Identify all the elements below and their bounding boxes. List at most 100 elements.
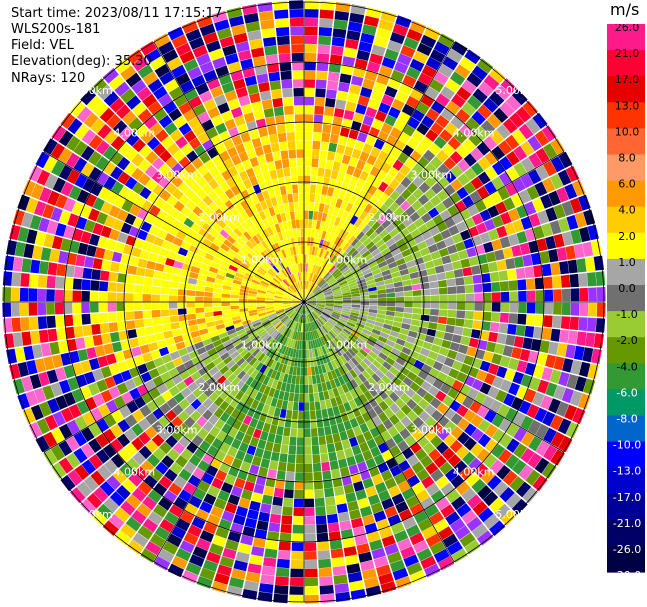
range-gate	[477, 485, 492, 500]
range-gate	[312, 286, 319, 293]
range-gate	[430, 468, 444, 482]
range-gate	[254, 350, 263, 360]
range-gate	[330, 266, 338, 275]
range-gate	[283, 304, 292, 307]
range-gate	[253, 258, 262, 267]
range-gate	[100, 225, 112, 238]
range-gate	[203, 493, 217, 506]
range-gate	[304, 568, 318, 578]
range-gate	[134, 284, 144, 294]
range-gate	[559, 329, 570, 343]
range-gate	[172, 357, 184, 367]
range-gate	[369, 427, 380, 438]
range-gate	[175, 518, 191, 532]
range-gate	[508, 280, 518, 291]
range-gate	[342, 242, 351, 252]
range-gate	[411, 344, 422, 354]
range-gate	[340, 412, 349, 423]
range-gate	[175, 455, 188, 468]
range-gate	[159, 149, 172, 163]
range-gate	[508, 208, 520, 222]
range-gate	[307, 281, 311, 290]
range-gate	[550, 328, 561, 342]
range-gate	[377, 260, 388, 269]
range-gate	[313, 287, 320, 294]
range-gate	[76, 400, 90, 415]
range-gate	[438, 247, 450, 258]
range-gate	[4, 255, 15, 271]
range-gate	[261, 99, 273, 110]
range-gate	[362, 115, 374, 127]
range-gate	[375, 482, 387, 494]
range-gate	[395, 356, 406, 366]
range-gate	[437, 556, 455, 571]
range-gate	[325, 302, 334, 304]
range-gate	[391, 326, 401, 333]
range-gate	[251, 348, 261, 357]
range-gate	[321, 325, 329, 334]
range-gate	[283, 304, 292, 308]
range-gate	[384, 86, 398, 98]
range-gate	[340, 181, 349, 192]
range-gate	[190, 410, 202, 422]
range-gate	[97, 503, 114, 520]
range-gate	[311, 264, 316, 274]
range-gate	[247, 563, 262, 574]
range-gate	[281, 345, 287, 355]
range-gate	[478, 507, 494, 523]
range-gate	[234, 115, 246, 127]
range-gate	[46, 302, 55, 315]
range-gate	[406, 137, 420, 150]
range-gate	[527, 135, 542, 152]
range-gate	[288, 202, 295, 212]
range-gate	[377, 289, 387, 295]
range-gate	[456, 294, 466, 302]
range-gate	[331, 328, 340, 336]
range-gate	[238, 265, 248, 273]
range-gate	[349, 509, 362, 520]
range-gate	[401, 248, 412, 258]
range-gate	[295, 463, 304, 473]
range-gate	[280, 335, 287, 345]
range-gate	[308, 282, 313, 291]
range-gate	[228, 332, 238, 340]
range-gate	[430, 122, 444, 136]
range-gate	[249, 314, 259, 320]
range-gate	[308, 375, 313, 385]
range-gate	[307, 296, 316, 301]
range-gate	[11, 317, 21, 332]
range-gate	[389, 465, 402, 477]
range-gate	[534, 181, 548, 197]
range-gate	[156, 209, 169, 221]
range-gate	[231, 24, 246, 36]
range-gate	[389, 330, 400, 338]
range-gate	[331, 36, 345, 47]
range-gate	[420, 314, 430, 322]
range-gate	[489, 271, 500, 282]
range-gate	[159, 71, 175, 86]
range-gate	[294, 331, 298, 340]
range-gate	[477, 433, 491, 448]
range-gate	[307, 263, 310, 273]
range-gate	[254, 381, 263, 392]
range-gate	[474, 463, 489, 478]
range-gate	[369, 539, 383, 551]
range-gate	[110, 166, 124, 180]
range-gate	[206, 445, 219, 457]
range-gate	[316, 305, 325, 309]
range-gate	[152, 278, 162, 287]
range-gate	[331, 284, 340, 290]
range-gate	[593, 333, 604, 349]
range-gate	[265, 347, 274, 357]
range-gate	[227, 446, 238, 458]
range-gate	[160, 294, 169, 302]
range-gate	[134, 319, 145, 329]
range-gate	[440, 107, 455, 122]
range-gate	[479, 263, 490, 274]
range-gate	[341, 289, 351, 294]
range-gate	[328, 342, 335, 351]
range-gate	[483, 453, 498, 469]
range-gate	[450, 71, 466, 86]
range-gate	[273, 389, 280, 399]
range-gate	[285, 365, 291, 375]
